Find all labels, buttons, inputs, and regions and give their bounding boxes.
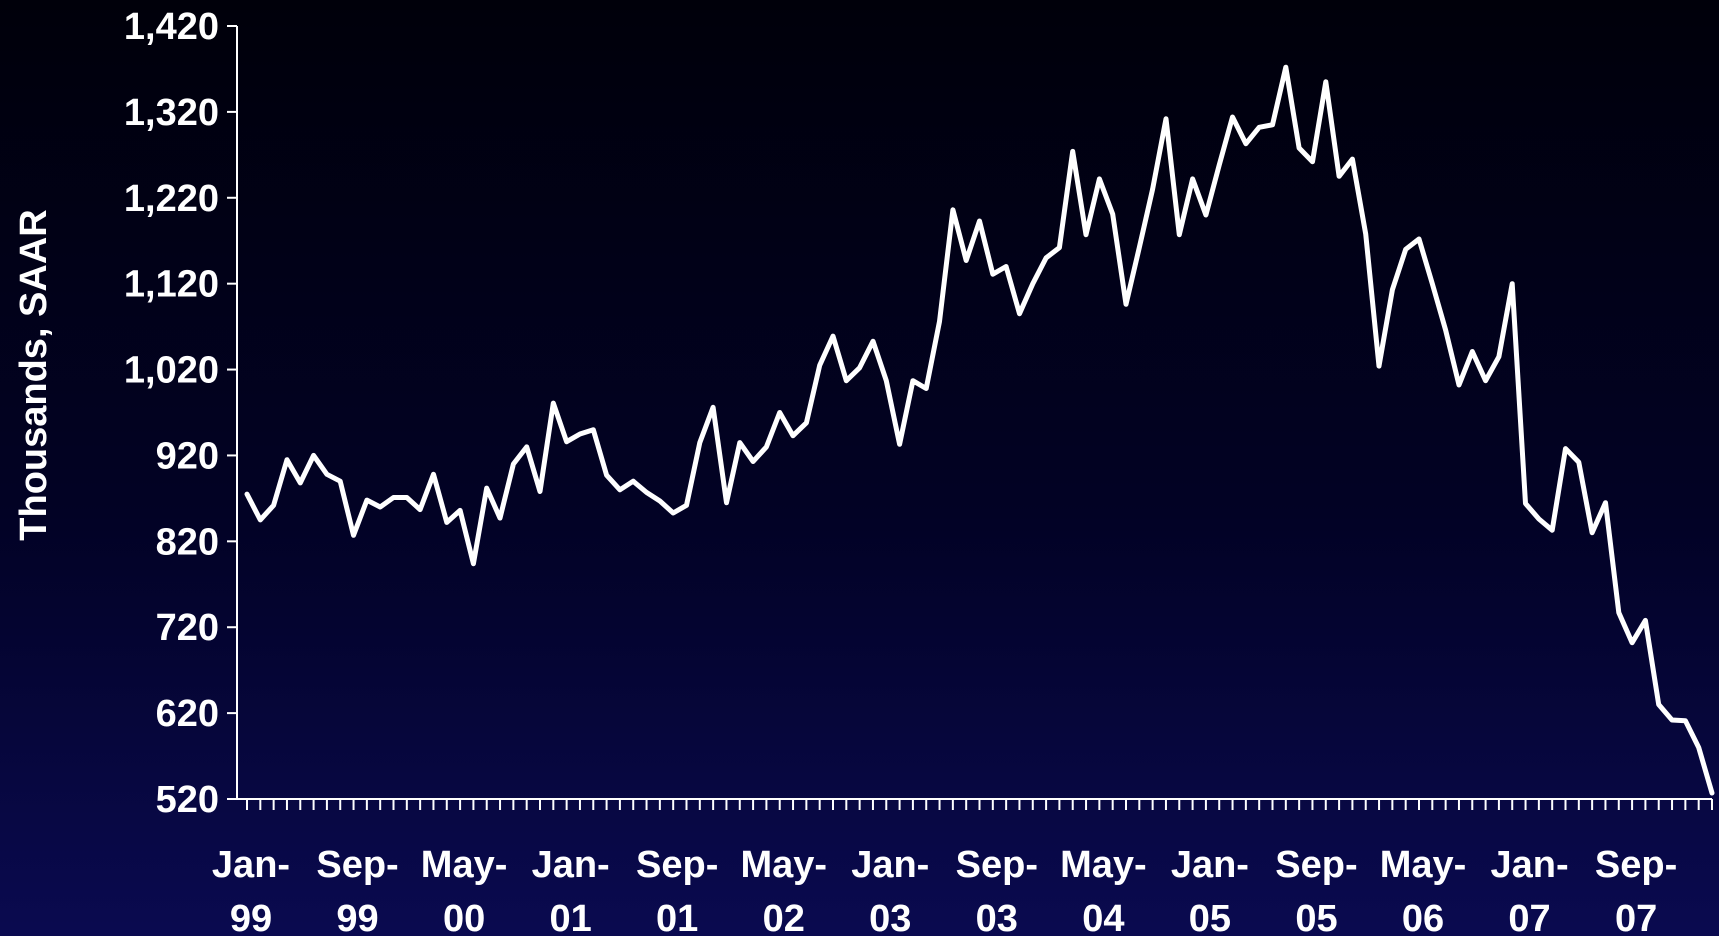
y-tick-label: 820 [156,521,219,563]
x-tick-label-month: Jan- [851,844,929,886]
x-tick-label-year: 05 [1295,898,1337,936]
y-tick-label: 1,020 [124,350,219,392]
x-tick-label-month: Sep- [1595,844,1677,886]
x-tick-label-month: May- [1380,844,1467,886]
x-tick-label-month: Jan- [1171,844,1249,886]
x-tick-label-year: 01 [549,898,591,936]
x-tick-label-year: 03 [869,898,911,936]
x-tick-label-month: Jan- [212,844,290,886]
series-group [244,64,1715,796]
x-tick-label-year: 00 [443,898,485,936]
y-tick-label: 720 [156,607,219,649]
x-tick-label-month: Sep- [316,844,398,886]
x-tick-label-month: May- [740,844,827,886]
y-axis-label: Thousands, SAAR [13,209,55,540]
x-tick-label-month: Sep- [636,844,718,886]
x-tick-label-year: 03 [976,898,1018,936]
x-tick-label-month: Sep- [956,844,1038,886]
y-tick-label: 1,320 [124,92,219,134]
series-line [244,64,1715,796]
x-tick-label-month: May- [421,844,508,886]
y-tick-label: 620 [156,693,219,735]
y-tick-label: 520 [156,779,219,821]
y-tick-label: 1,220 [124,178,219,220]
x-axis: Jan- 99 Sep- 99 May- 00 Jan- 01 Sep- 01 May- 02 Jan-… [212,798,1713,936]
x-tick-label-year: 02 [763,898,805,936]
x-tick-label-year: 05 [1189,898,1231,936]
x-tick-label-year: 07 [1615,898,1657,936]
y-tick-label: 920 [156,435,219,477]
y-axis: 1,420 1,320 1,220 1,120 1,020 920 820 720 620 520 [124,6,238,821]
x-tick-label-year: 99 [336,898,378,936]
y-tick-label: 1,120 [124,264,219,306]
x-tick-label-year: 06 [1402,898,1444,936]
y-tick-label: 1,420 [124,6,219,48]
x-tick-label-year: 07 [1508,898,1550,936]
x-tick-label-month: May- [1060,844,1147,886]
x-tick-label-year: 01 [656,898,698,936]
x-tick-label-month: Jan- [1490,844,1568,886]
x-tick-label-year: 04 [1082,898,1124,936]
x-tick-label-year: 99 [230,898,272,936]
x-tick-label-month: Jan- [532,844,610,886]
x-tick-label-month: Sep- [1275,844,1357,886]
